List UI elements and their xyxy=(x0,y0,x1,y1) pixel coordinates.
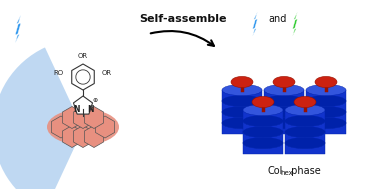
Ellipse shape xyxy=(222,95,262,107)
Text: N: N xyxy=(87,105,93,114)
Ellipse shape xyxy=(285,115,325,127)
Ellipse shape xyxy=(264,117,304,129)
Polygon shape xyxy=(73,125,93,147)
Ellipse shape xyxy=(252,96,274,108)
Ellipse shape xyxy=(273,76,295,88)
Polygon shape xyxy=(243,121,283,132)
Text: Self-assemble: Self-assemble xyxy=(139,14,227,24)
Polygon shape xyxy=(84,125,104,147)
Ellipse shape xyxy=(264,117,304,129)
Text: hex: hex xyxy=(280,170,293,176)
Ellipse shape xyxy=(306,117,346,129)
Ellipse shape xyxy=(243,115,283,127)
Polygon shape xyxy=(84,106,104,129)
Polygon shape xyxy=(243,143,283,154)
Wedge shape xyxy=(0,47,83,189)
Ellipse shape xyxy=(285,104,325,116)
Polygon shape xyxy=(222,123,262,134)
Ellipse shape xyxy=(243,104,283,116)
Ellipse shape xyxy=(231,76,253,88)
Polygon shape xyxy=(306,112,346,123)
Polygon shape xyxy=(73,96,93,114)
Ellipse shape xyxy=(264,84,304,96)
Polygon shape xyxy=(15,15,21,43)
Polygon shape xyxy=(253,12,257,36)
Text: Col: Col xyxy=(268,166,284,176)
Ellipse shape xyxy=(243,126,283,138)
Polygon shape xyxy=(222,90,262,101)
Ellipse shape xyxy=(306,95,346,107)
Ellipse shape xyxy=(243,126,283,138)
Ellipse shape xyxy=(264,95,304,107)
Polygon shape xyxy=(62,106,82,129)
Ellipse shape xyxy=(285,126,325,138)
Text: OR: OR xyxy=(78,53,88,59)
FancyArrowPatch shape xyxy=(151,31,214,46)
Ellipse shape xyxy=(285,115,325,127)
Polygon shape xyxy=(306,101,346,112)
Polygon shape xyxy=(285,132,325,143)
Ellipse shape xyxy=(294,96,316,108)
Ellipse shape xyxy=(222,95,262,107)
Text: RO: RO xyxy=(54,70,64,76)
Polygon shape xyxy=(285,110,325,121)
Ellipse shape xyxy=(222,117,262,129)
Text: and: and xyxy=(269,14,287,24)
Ellipse shape xyxy=(243,137,283,149)
Ellipse shape xyxy=(47,109,119,145)
Polygon shape xyxy=(306,90,346,101)
Polygon shape xyxy=(264,90,304,101)
Text: OR: OR xyxy=(102,70,112,76)
Ellipse shape xyxy=(222,117,262,129)
Polygon shape xyxy=(96,116,115,138)
Polygon shape xyxy=(264,101,304,112)
Polygon shape xyxy=(285,121,325,132)
Polygon shape xyxy=(243,132,283,143)
Text: ⊕: ⊕ xyxy=(92,98,98,104)
Ellipse shape xyxy=(264,106,304,118)
Polygon shape xyxy=(73,106,93,129)
Ellipse shape xyxy=(222,84,262,96)
Ellipse shape xyxy=(243,115,283,127)
Ellipse shape xyxy=(222,106,262,118)
Polygon shape xyxy=(306,123,346,134)
Ellipse shape xyxy=(285,126,325,138)
Ellipse shape xyxy=(285,137,325,149)
Ellipse shape xyxy=(285,137,325,149)
Ellipse shape xyxy=(306,117,346,129)
Ellipse shape xyxy=(243,137,283,149)
Polygon shape xyxy=(264,123,304,134)
Polygon shape xyxy=(72,64,94,90)
Polygon shape xyxy=(222,101,262,112)
Polygon shape xyxy=(222,112,262,123)
Polygon shape xyxy=(293,12,297,36)
Ellipse shape xyxy=(306,95,346,107)
Polygon shape xyxy=(285,143,325,154)
Text: N: N xyxy=(73,105,79,114)
Ellipse shape xyxy=(264,106,304,118)
Ellipse shape xyxy=(264,95,304,107)
Ellipse shape xyxy=(306,106,346,118)
Text: phase: phase xyxy=(288,166,321,176)
Polygon shape xyxy=(243,110,283,121)
Ellipse shape xyxy=(306,84,346,96)
Polygon shape xyxy=(264,112,304,123)
Ellipse shape xyxy=(306,106,346,118)
Polygon shape xyxy=(62,125,82,147)
Ellipse shape xyxy=(222,106,262,118)
Ellipse shape xyxy=(315,76,337,88)
Polygon shape xyxy=(51,116,71,138)
